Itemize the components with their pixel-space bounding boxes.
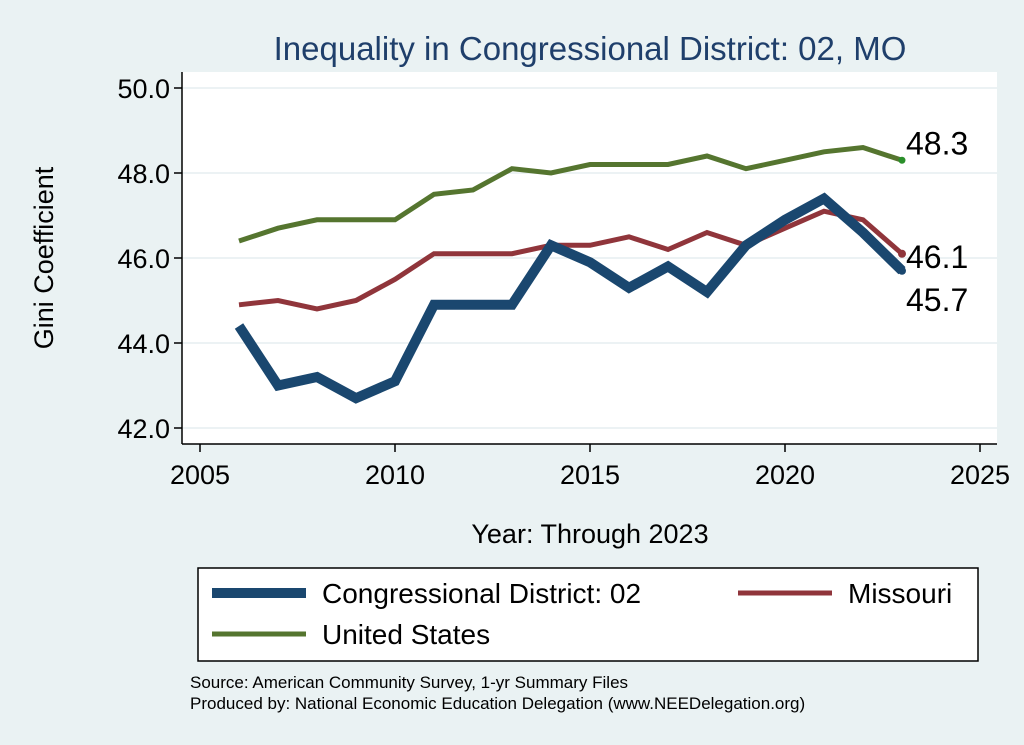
series-line-united-states bbox=[238, 144, 903, 244]
series-end-marker bbox=[898, 249, 906, 258]
y-tick-label: 44.0 bbox=[117, 329, 170, 359]
x-tick-label: 2005 bbox=[170, 460, 230, 490]
x-tick-label: 2010 bbox=[365, 460, 425, 490]
series-end-marker bbox=[898, 156, 906, 164]
chart-title: Inequality in Congressional District: 02… bbox=[274, 30, 907, 67]
x-axis-title: Year: Through 2023 bbox=[471, 519, 708, 549]
legend-label: Missouri bbox=[848, 578, 952, 609]
y-tick-label: 42.0 bbox=[117, 414, 170, 444]
series-end-marker bbox=[898, 266, 906, 275]
end-value-label: 45.7 bbox=[906, 282, 968, 318]
y-tick-label: 46.0 bbox=[117, 244, 170, 274]
x-tick-label: 2025 bbox=[950, 460, 1010, 490]
series-layer bbox=[234, 144, 906, 404]
y-tick-label: 48.0 bbox=[117, 159, 170, 189]
legend-items: Congressional District: 02 Missouri United… bbox=[212, 578, 952, 650]
series-line-missouri bbox=[238, 208, 904, 312]
legend-label: Congressional District: 02 bbox=[322, 578, 641, 609]
end-value-label: 48.3 bbox=[906, 125, 968, 161]
legend: Congressional District: 02 Missouri United… bbox=[197, 567, 979, 662]
source-line-2: Produced by: National Economic Education… bbox=[190, 694, 805, 713]
x-tick-label: 2020 bbox=[755, 460, 815, 490]
series-line-district bbox=[234, 192, 906, 404]
x-tick-label: 2015 bbox=[560, 460, 620, 490]
source-line-1: Source: American Community Survey, 1-yr … bbox=[190, 673, 628, 692]
legend-label: United States bbox=[322, 619, 490, 650]
end-labels: 45.7 46.1 48.3 bbox=[906, 125, 968, 318]
y-axis-title: Gini Coefficient bbox=[29, 166, 59, 349]
axes: 42.0 44.0 46.0 48.0 50.0 2005 2010 2015 2020 2025 bbox=[117, 72, 1010, 490]
legend-box bbox=[197, 567, 979, 662]
end-value-label: 46.1 bbox=[906, 239, 968, 275]
y-tick-label: 50.0 bbox=[117, 74, 170, 104]
